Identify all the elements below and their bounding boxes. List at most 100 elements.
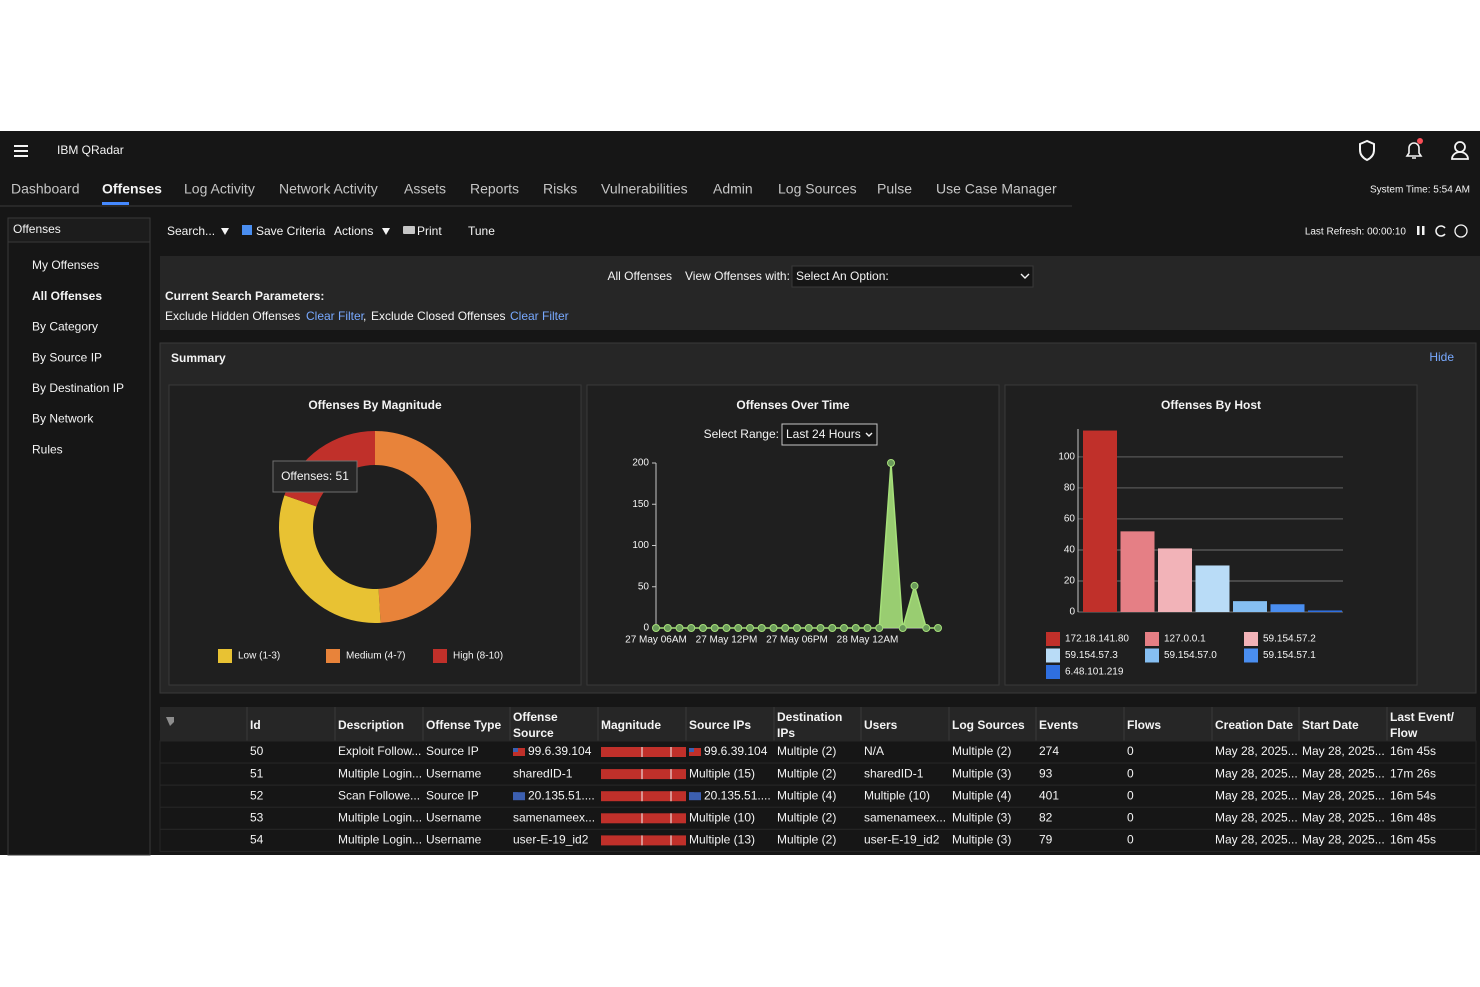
table-cell: Multiple (10) — [689, 810, 755, 824]
print-button[interactable]: Print — [417, 224, 442, 238]
dropdown-arrow[interactable] — [382, 228, 390, 235]
nav-tab[interactable]: Risks — [543, 181, 577, 197]
x-tick-label: 27 May 06AM — [625, 635, 687, 646]
nav-tab[interactable]: Reports — [470, 181, 519, 197]
search-menu[interactable]: Search... — [167, 224, 215, 238]
column-header-text[interactable]: Offense Type — [426, 717, 502, 732]
column-header-text[interactable]: Source IPs — [689, 717, 752, 732]
column-header-text[interactable]: Users — [864, 717, 898, 732]
menu-icon[interactable] — [14, 145, 28, 157]
legend-label: 59.154.57.0 — [1164, 650, 1217, 661]
table-cell: 0 — [1127, 744, 1134, 758]
table-cell: samenameex... — [864, 810, 946, 824]
actions-menu[interactable]: Actions — [334, 224, 373, 238]
column-header: Magnitude — [601, 717, 661, 732]
column-header-text[interactable]: Offense Source — [513, 709, 558, 740]
nav-tab[interactable]: Log Sources — [778, 181, 857, 197]
nav-tab[interactable]: Vulnerabilities — [601, 181, 688, 197]
view-select[interactable] — [791, 265, 1034, 288]
table-cell: user-E-19_id2 — [864, 833, 940, 847]
nav-tab[interactable]: Log Activity — [184, 181, 255, 197]
sidebar-item[interactable]: By Source IP — [32, 350, 102, 364]
table-cell: samenameex... — [513, 810, 595, 824]
donut-slice — [278, 495, 381, 623]
nav-tab[interactable]: Network Activity — [279, 181, 378, 197]
table-cell: Multiple (3) — [952, 810, 1011, 824]
line-point — [863, 624, 872, 632]
column-header-text[interactable]: Id — [250, 717, 261, 732]
refresh-icon[interactable] — [1435, 225, 1446, 237]
table-cell: Multiple Login... — [338, 810, 422, 824]
magnitude-bar — [601, 813, 686, 824]
legend-swatch — [1145, 648, 1159, 663]
country-flag-canton — [513, 748, 518, 752]
hide-link[interactable]: Hide — [1429, 350, 1454, 364]
column-header-text[interactable]: Start Date — [1302, 717, 1359, 732]
table-cell: Multiple Login... — [338, 833, 422, 847]
range-label: Select Range: — [704, 427, 779, 441]
legend-swatch — [218, 649, 232, 663]
sidebar-item[interactable]: All Offenses — [32, 289, 102, 303]
legend-label: Low (1-3) — [238, 651, 280, 662]
table-cell: 52 — [250, 788, 264, 802]
column-header-text[interactable]: Flows — [1127, 717, 1162, 732]
x-tick-label: 28 May 12AM — [837, 635, 899, 646]
magnitude-bar — [601, 747, 686, 757]
sidebar-item[interactable]: By Destination IP — [32, 381, 124, 395]
table-cell: May 28, 2025... — [1215, 833, 1298, 847]
column-header-text[interactable]: Events — [1039, 717, 1079, 732]
line-point — [699, 624, 707, 632]
sidebar-item[interactable]: Rules — [32, 442, 63, 456]
dropdown-arrow[interactable] — [221, 228, 229, 235]
table-cell: May 28, 2025... — [1215, 766, 1298, 780]
column-header-text[interactable]: Log Sources — [952, 717, 1025, 732]
y-tick-label: 100 — [632, 540, 649, 551]
bar — [1083, 430, 1117, 612]
country-flag — [689, 748, 701, 756]
column-header-text[interactable]: Creation Date — [1215, 717, 1294, 732]
tooltip-text: Offenses: 51 — [281, 469, 349, 483]
legend-label: 59.154.57.1 — [1263, 650, 1316, 661]
clear-filter[interactable]: Clear Filter — [306, 309, 365, 323]
help-icon[interactable] — [1454, 224, 1468, 238]
column-header-text[interactable]: Magnitude — [601, 717, 661, 732]
separator: , — [363, 309, 366, 323]
table-cell: May 28, 2025... — [1215, 788, 1298, 802]
select-chevron — [865, 432, 873, 437]
table-cell: sharedID-1 — [513, 766, 573, 780]
nav-tab[interactable]: Dashboard — [11, 181, 80, 197]
table-cell: 17m 26s — [1390, 766, 1436, 780]
y-tick-label: 150 — [632, 499, 649, 510]
nav-tab[interactable]: Pulse — [877, 181, 912, 197]
nav-tab[interactable]: Use Case Manager — [936, 181, 1057, 197]
table-cell: 0 — [1127, 788, 1134, 802]
clear-filter[interactable]: Clear Filter — [510, 309, 569, 323]
range-select[interactable] — [781, 423, 878, 446]
sidebar-item[interactable]: By Category — [32, 320, 98, 334]
pause-icon[interactable] — [1417, 226, 1425, 235]
save-criteria[interactable]: Save Criteria — [256, 224, 326, 238]
print-icon[interactable] — [403, 226, 415, 234]
line-point — [652, 624, 660, 632]
sidebar-item[interactable]: My Offenses — [32, 258, 99, 272]
table-cell: Scan Followe... — [338, 788, 420, 802]
column-header-text[interactable]: Description — [338, 717, 405, 732]
sidebar-item[interactable]: By Network — [32, 412, 94, 426]
tune-button[interactable]: Tune — [468, 224, 495, 238]
nav-tab[interactable]: Assets — [404, 181, 446, 197]
notification-icon[interactable] — [1405, 138, 1423, 159]
table-cell: May 28, 2025... — [1302, 744, 1385, 758]
nav-tab[interactable]: Offenses — [102, 181, 162, 197]
table-header — [160, 707, 1476, 741]
sidebar-title: Offenses — [13, 222, 61, 236]
y-tick-label: 50 — [638, 581, 650, 592]
table-cell: Multiple (3) — [952, 766, 1011, 780]
line-point — [781, 624, 790, 632]
shield-icon[interactable] — [1359, 139, 1375, 162]
line-point — [851, 624, 860, 632]
column-header-text[interactable]: Last Event/ Flow — [1390, 709, 1455, 740]
nav-tab[interactable]: Admin — [713, 181, 753, 197]
user-icon[interactable] — [1451, 141, 1469, 160]
column-header-text[interactable]: Destination IPs — [777, 709, 843, 740]
save-icon[interactable] — [242, 225, 252, 235]
